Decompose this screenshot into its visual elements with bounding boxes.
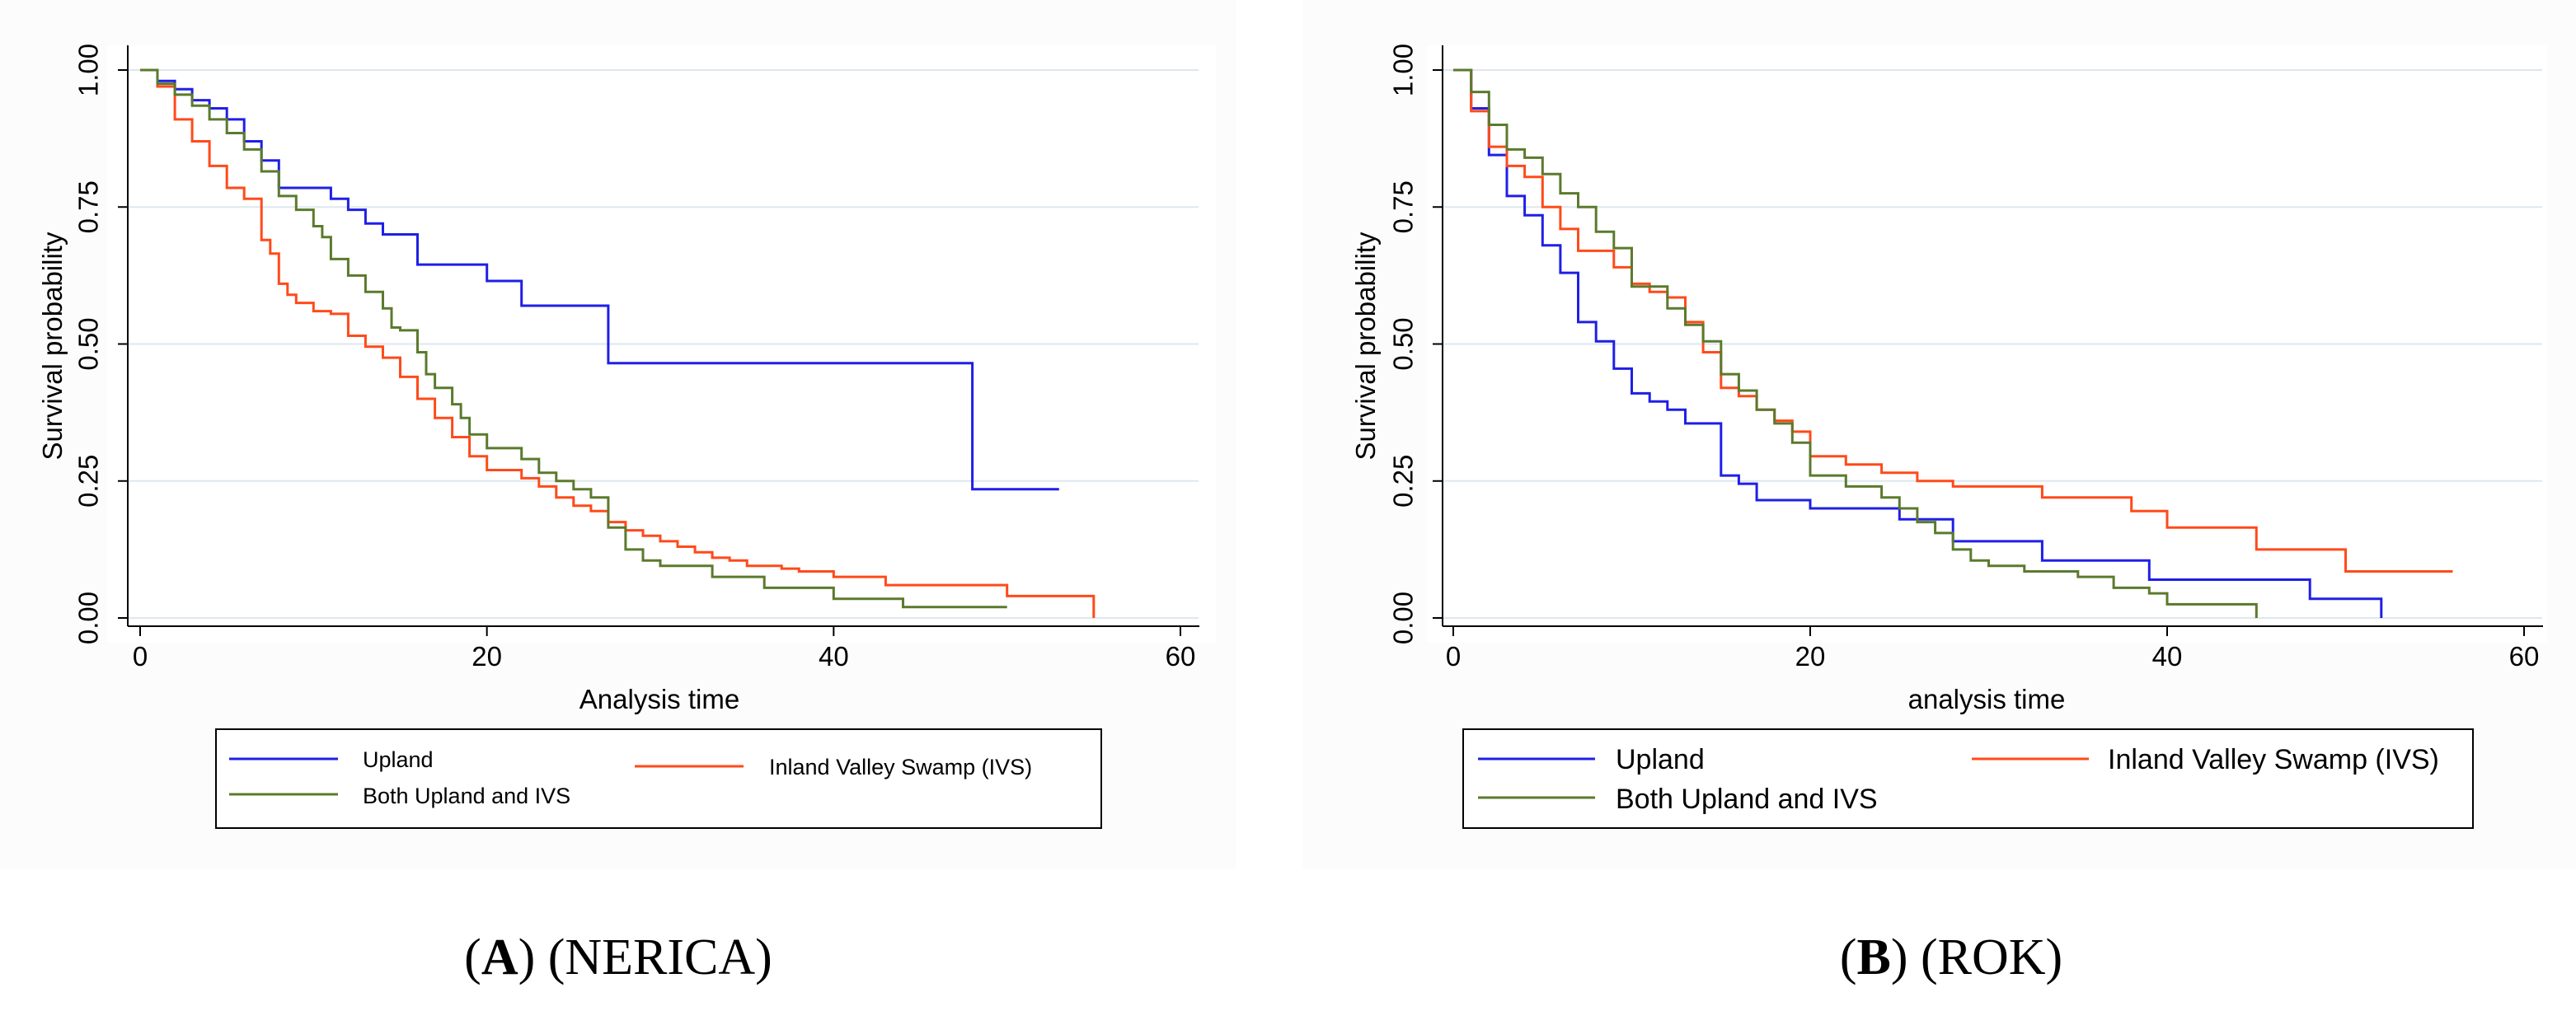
panel-b-x-tick-label-1: 20: [1795, 641, 1826, 672]
panel-b-ticks: 0.00 0.25 0.50 0.75 1.00 0 20 40 60: [1388, 44, 2540, 672]
panel-a-y-tick-label-4: 1.00: [73, 44, 104, 96]
panel-b: 0.00 0.25 0.50 0.75 1.00 0 20 40 60 analysis tim…: [1302, 0, 2576, 985]
panel-a-y-tick-label-1: 0.25: [73, 455, 104, 508]
panel-a-x-tick-label-0: 0: [133, 641, 148, 672]
panel-a-legend-label-ivs: Inland Valley Swamp (IVS): [769, 755, 1032, 779]
panel-a-x-axis-title: Analysis time: [579, 684, 739, 714]
panel-a-y-tick-label-3: 0.75: [73, 180, 104, 233]
panel-b-legend-label-ivs: Inland Valley Swamp (IVS): [2108, 744, 2439, 775]
panel-a-series-ivs-line: [140, 68, 1096, 618]
panel-a: 0.00 0.25 0.50 0.75 1.00 0 20 40 60 Analysis tim…: [0, 0, 1236, 985]
panel-b-y-axis-title: Survival probability: [1350, 232, 1381, 460]
panel-a-caption-text: (NERICA): [535, 929, 772, 985]
panel-a-x-tick-label-3: 60: [1166, 641, 1196, 672]
panel-a-x-tick-label-2: 40: [819, 641, 849, 672]
panel-b-y-tick-label-0: 0.00: [1388, 592, 1419, 644]
panel-a-y-tick-label-0: 0.00: [73, 592, 104, 644]
panel-b-x-axis-title: analysis time: [1908, 684, 2066, 714]
panel-a-legend-box: [215, 728, 1102, 829]
panel-a-y-tick-label-2: 0.50: [73, 317, 104, 370]
panel-a-series: [140, 68, 1096, 618]
panel-a-ticks: 0.00 0.25 0.50 0.75 1.00 0 20 40 60: [73, 44, 1196, 672]
panel-a-y-axis-title: Survival probability: [37, 232, 68, 460]
panel-b-y-tick-label-4: 1.00: [1388, 44, 1419, 96]
panel-a-caption: (A) (NERICA): [464, 929, 772, 985]
panel-a-series-both-line: [140, 68, 1007, 609]
panel-b-gridlines: [1441, 69, 2542, 619]
panel-a-x-tick-label-1: 20: [472, 641, 502, 672]
panel-b-series-both-line: [1453, 68, 2258, 618]
panel-b-y-tick-label-1: 0.25: [1388, 455, 1419, 508]
panel-b-caption-text: (ROK): [1907, 929, 2062, 985]
panel-a-caption-letter: A: [481, 929, 518, 985]
panel-b-x-tick-label-0: 0: [1446, 641, 1461, 672]
panel-a-legend-label-both: Both Upland and IVS: [363, 784, 570, 808]
panel-b-legend-box: [1462, 728, 2474, 829]
panel-b-y-tick-label-3: 0.75: [1388, 180, 1419, 233]
panel-b-series: [1453, 68, 2453, 618]
panel-b-legend: Upland Inland Valley Swamp (IVS) Both Up…: [1462, 728, 2474, 829]
panel-b-caption: (B) (ROK): [1840, 929, 2062, 985]
panel-b-x-tick-label-3: 60: [2509, 641, 2540, 672]
panel-b-x-tick-label-2: 40: [2152, 641, 2183, 672]
panel-b-y-tick-label-2: 0.50: [1388, 317, 1419, 370]
panel-a-legend: Upland Inland Valley Swamp (IVS) Both Up…: [215, 728, 1102, 829]
panel-a-legend-label-upland: Upland: [363, 747, 434, 772]
panel-b-caption-letter: B: [1856, 929, 1890, 985]
panel-a-gridlines: [128, 69, 1199, 619]
panel-b-legend-label-upland: Upland: [1616, 744, 1705, 775]
panel-b-series-upland-line: [1453, 68, 2383, 618]
panel-b-series-ivs-line: [1453, 68, 2453, 573]
panel-b-legend-label-both: Both Upland and IVS: [1616, 784, 1878, 815]
